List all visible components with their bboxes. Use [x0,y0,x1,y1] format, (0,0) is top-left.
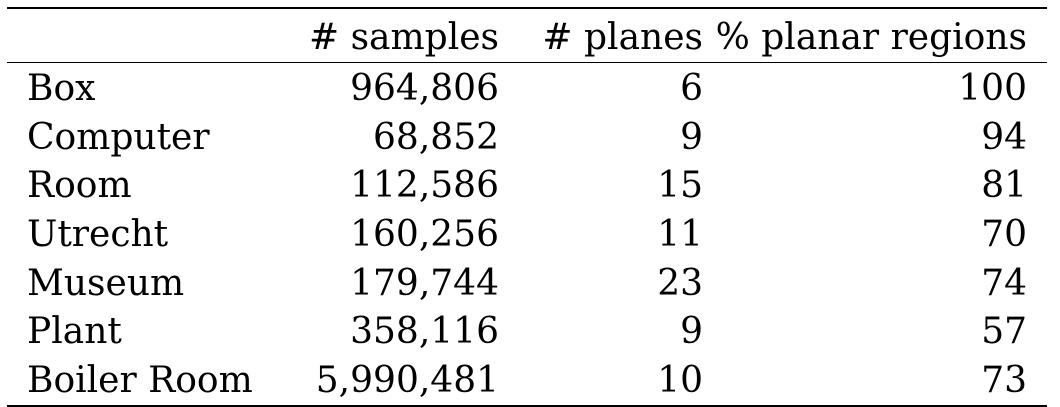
cell-planar-regions: 100 [958,68,1027,110]
cell-dataset-name: Boiler Room [27,359,253,401]
cell-planar-regions: 74 [981,262,1027,304]
header-planar-regions: % planar regions [715,16,1027,58]
header-dataset [7,8,299,63]
table-row: Plant 358,116 9 57 [7,308,1047,357]
header-planes: # planes [542,16,703,58]
cell-planar-regions: 73 [981,359,1027,401]
cell-dataset-name: Box [27,68,96,110]
cell-planes: 6 [680,68,703,110]
cell-planes: 10 [657,359,703,401]
table-row: Utrecht 160,256 11 70 [7,211,1047,260]
cell-planes: 15 [657,165,703,207]
cell-dataset-name: Room [27,165,132,207]
cell-samples: 358,116 [350,311,499,353]
cell-samples: 5,990,481 [315,359,499,401]
table-row: Box 964,806 6 100 [7,62,1047,114]
table-row: Museum 179,744 23 74 [7,259,1047,308]
table-row: Boiler Room 5,990,481 10 73 [7,357,1047,407]
table-row: Computer 68,852 9 94 [7,114,1047,163]
cell-planes: 9 [680,311,703,353]
cell-planes: 9 [680,116,703,158]
cell-dataset-name: Museum [27,262,185,304]
table-body: Box 964,806 6 100 Computer 68,852 9 94 R… [7,62,1047,407]
cell-samples: 160,256 [350,214,499,256]
dataset-statistics-table: # samples # planes % planar regions Box … [7,7,1047,407]
cell-planes: 23 [657,262,703,304]
cell-planar-regions: 70 [981,214,1027,256]
dataset-statistics-table-container: # samples # planes % planar regions Box … [7,7,1047,407]
cell-samples: 68,852 [373,116,499,158]
table-row: Room 112,586 15 81 [7,162,1047,211]
cell-planes: 11 [657,214,703,256]
cell-planar-regions: 94 [981,116,1027,158]
table-header-row: # samples # planes % planar regions [7,8,1047,63]
cell-planar-regions: 81 [981,165,1027,207]
cell-planar-regions: 57 [981,311,1027,353]
cell-dataset-name: Plant [27,311,122,353]
cell-dataset-name: Utrecht [27,214,169,256]
cell-samples: 964,806 [350,68,499,110]
header-samples: # samples [308,16,499,58]
cell-samples: 179,744 [350,262,499,304]
cell-dataset-name: Computer [27,116,210,158]
cell-samples: 112,586 [350,165,499,207]
